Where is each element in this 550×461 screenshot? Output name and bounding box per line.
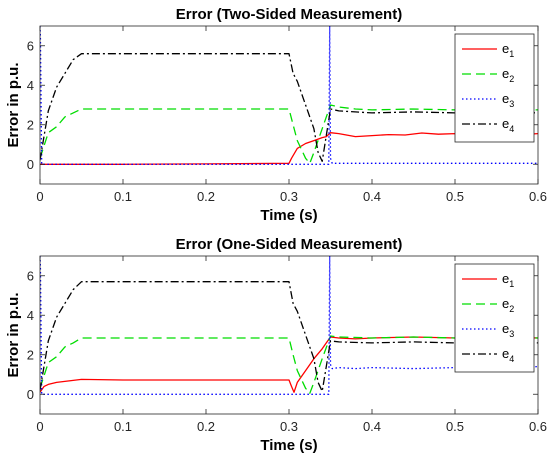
series-line-e4 <box>40 53 538 162</box>
legend-box <box>454 33 535 143</box>
legend-label-e3: e3 <box>502 91 514 109</box>
legend-label-e3: e3 <box>502 321 514 339</box>
chart-title: Error (One-Sided Measurement) <box>176 236 403 253</box>
y-tick-label: 4 <box>27 78 34 93</box>
x-tick-label: 0.4 <box>363 189 381 204</box>
y-tick-label: 2 <box>27 117 34 132</box>
x-tick-label: 0.5 <box>446 189 464 204</box>
legend-label-e1: e1 <box>502 41 514 59</box>
legend-label-e1: e1 <box>502 271 514 289</box>
y-axis-label: Error in p.u. <box>5 292 22 377</box>
y-tick-label: 0 <box>27 157 34 172</box>
legend-box <box>454 263 535 373</box>
legend-label-e4: e4 <box>502 116 514 134</box>
y-tick-label: 6 <box>27 268 34 283</box>
x-tick-label: 0.6 <box>529 189 547 204</box>
x-tick-label: 0.1 <box>114 419 132 434</box>
y-tick-label: 4 <box>27 308 34 323</box>
x-axis-label: Time (s) <box>260 207 317 224</box>
chart-2: 0 0.1 0.2 0.3 0.4 0.5 0.6 0 2 4 6 Error (One-Sided … <box>5 236 547 454</box>
legend: e1 e2 e3 e4 <box>454 263 535 373</box>
x-tick-label: 0 <box>36 189 43 204</box>
series-line-e4 <box>40 281 538 392</box>
x-tick-label: 0.3 <box>280 419 298 434</box>
x-axis-label: Time (s) <box>260 437 317 454</box>
y-tick-label: 0 <box>27 387 34 402</box>
x-tick-label: 0.3 <box>280 189 298 204</box>
x-tick-label: 0.2 <box>197 189 215 204</box>
chart-title: Error (Two-Sided Measurement) <box>176 6 402 23</box>
x-tick-label: 0.4 <box>363 419 381 434</box>
legend-label-e2: e2 <box>502 296 514 314</box>
x-tick-label: 0 <box>36 419 43 434</box>
y-tick-label: 2 <box>27 347 34 362</box>
series-line-e2 <box>40 104 538 164</box>
x-tick-label: 0.5 <box>446 419 464 434</box>
y-axis-label: Error in p.u. <box>5 62 22 147</box>
x-tick-label: 0.2 <box>197 419 215 434</box>
x-tick-label: 0.1 <box>114 189 132 204</box>
legend-label-e4: e4 <box>502 346 514 364</box>
legend: e1 e2 e3 e4 <box>454 33 535 143</box>
series-line-e3 <box>40 256 538 395</box>
y-tick-label: 6 <box>27 38 34 53</box>
legend-label-e2: e2 <box>502 66 514 84</box>
series-line-e3 <box>40 26 538 165</box>
series-group <box>40 256 538 395</box>
x-tick-label: 0.6 <box>529 419 547 434</box>
chart-1: 0 0.1 0.2 0.3 0.4 0.5 0.6 0 2 4 6 Error (Two-Sided … <box>5 6 547 224</box>
